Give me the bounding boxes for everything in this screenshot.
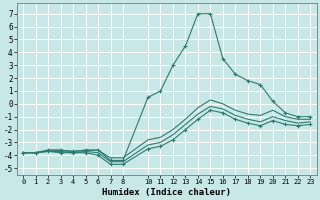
X-axis label: Humidex (Indice chaleur): Humidex (Indice chaleur) (102, 188, 231, 197)
